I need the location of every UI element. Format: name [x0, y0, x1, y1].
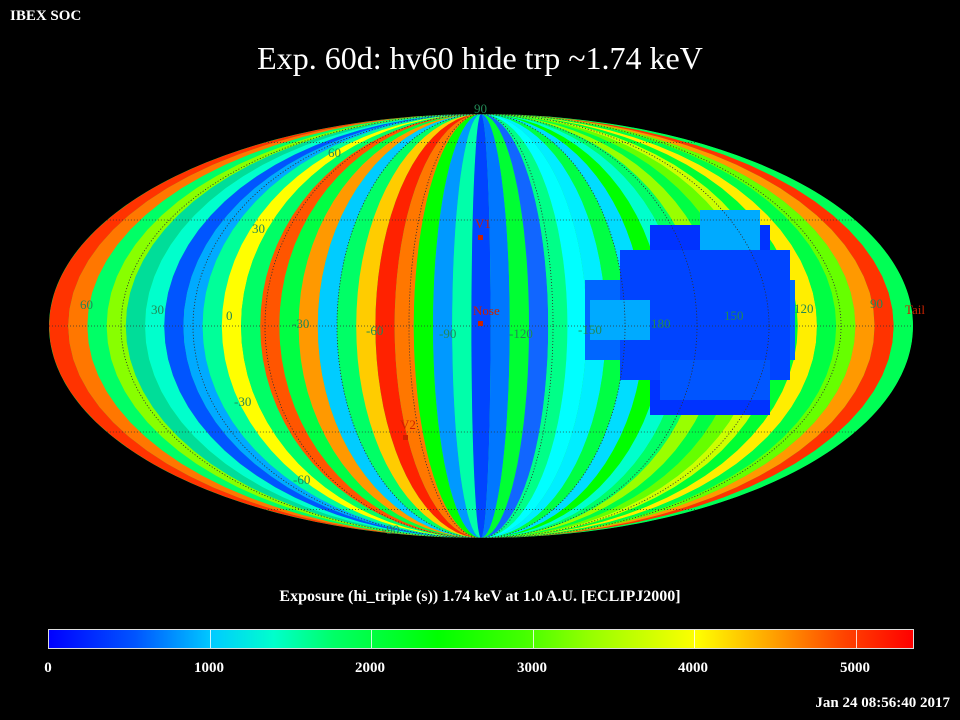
lon-label: 60: [80, 297, 93, 312]
exposure-strip: [356, 114, 481, 538]
lon-label: 150: [724, 308, 744, 323]
low-exposure-block: [660, 360, 770, 400]
lat-label: 90: [474, 101, 487, 116]
lon-label: -60: [366, 323, 383, 338]
exposure-strip: [481, 114, 510, 538]
lon-label: -30: [292, 316, 309, 331]
lon-label: 0: [226, 308, 233, 323]
nose-label: Nose: [473, 303, 500, 318]
exposure-strip: [481, 114, 625, 538]
lon-label: -90: [439, 326, 456, 341]
tail-label: Tail: [905, 302, 925, 317]
exposure-strip: [413, 114, 481, 538]
lat-label: -30: [234, 394, 251, 409]
colorbar-tick: 4000: [678, 660, 708, 676]
colorbar-tick: 1000: [194, 660, 224, 676]
lat-label: -60: [293, 472, 310, 487]
meridian-line: [336, 114, 626, 538]
lon-label: 90: [870, 296, 883, 311]
low-exposure-region: [585, 210, 795, 415]
exposure-strip: [433, 114, 481, 538]
colorbar-tick: 0: [44, 660, 52, 676]
lat-label: 30: [252, 221, 265, 236]
lon-label: -150: [578, 322, 602, 337]
low-exposure-block: [700, 210, 760, 250]
lon-label: 180: [651, 316, 671, 331]
colorbar: [48, 629, 914, 649]
timestamp: Jan 24 08:56:40 2017: [815, 695, 950, 711]
v2-label: V2: [400, 417, 416, 432]
lon-label: 30: [151, 302, 164, 317]
exposure-strip: [337, 114, 481, 538]
meridian-line: [192, 114, 770, 538]
colorbar-tick: 2000: [355, 660, 385, 676]
nose-marker: [478, 321, 483, 326]
meridian-line: [408, 114, 554, 538]
meridian-line: [120, 114, 842, 538]
exposure-strip: [481, 114, 549, 538]
v1-label: V1: [475, 216, 491, 231]
lat-label: -90: [382, 522, 399, 537]
lon-label: -120: [509, 326, 533, 341]
colorbar-tick: 3000: [517, 660, 547, 676]
meridian-line: [264, 114, 698, 538]
colorbar-title: Exposure (hi_triple (s)) 1.74 keV at 1.0…: [279, 588, 681, 605]
graticule: [49, 114, 913, 538]
exposure-strip: [481, 114, 606, 538]
exposure-strip: [481, 114, 529, 538]
v1-marker: [478, 235, 483, 240]
low-exposure-block: [590, 300, 650, 340]
lat-label: 60: [328, 145, 341, 160]
colorbar-tick: 5000: [840, 660, 870, 676]
v2-marker: [403, 435, 408, 440]
source-label: IBEX SOC: [10, 8, 82, 24]
lon-label: 120: [794, 301, 814, 316]
page-title: Exp. 60d: hv60 hide trp ~1.74 keV: [257, 40, 703, 76]
